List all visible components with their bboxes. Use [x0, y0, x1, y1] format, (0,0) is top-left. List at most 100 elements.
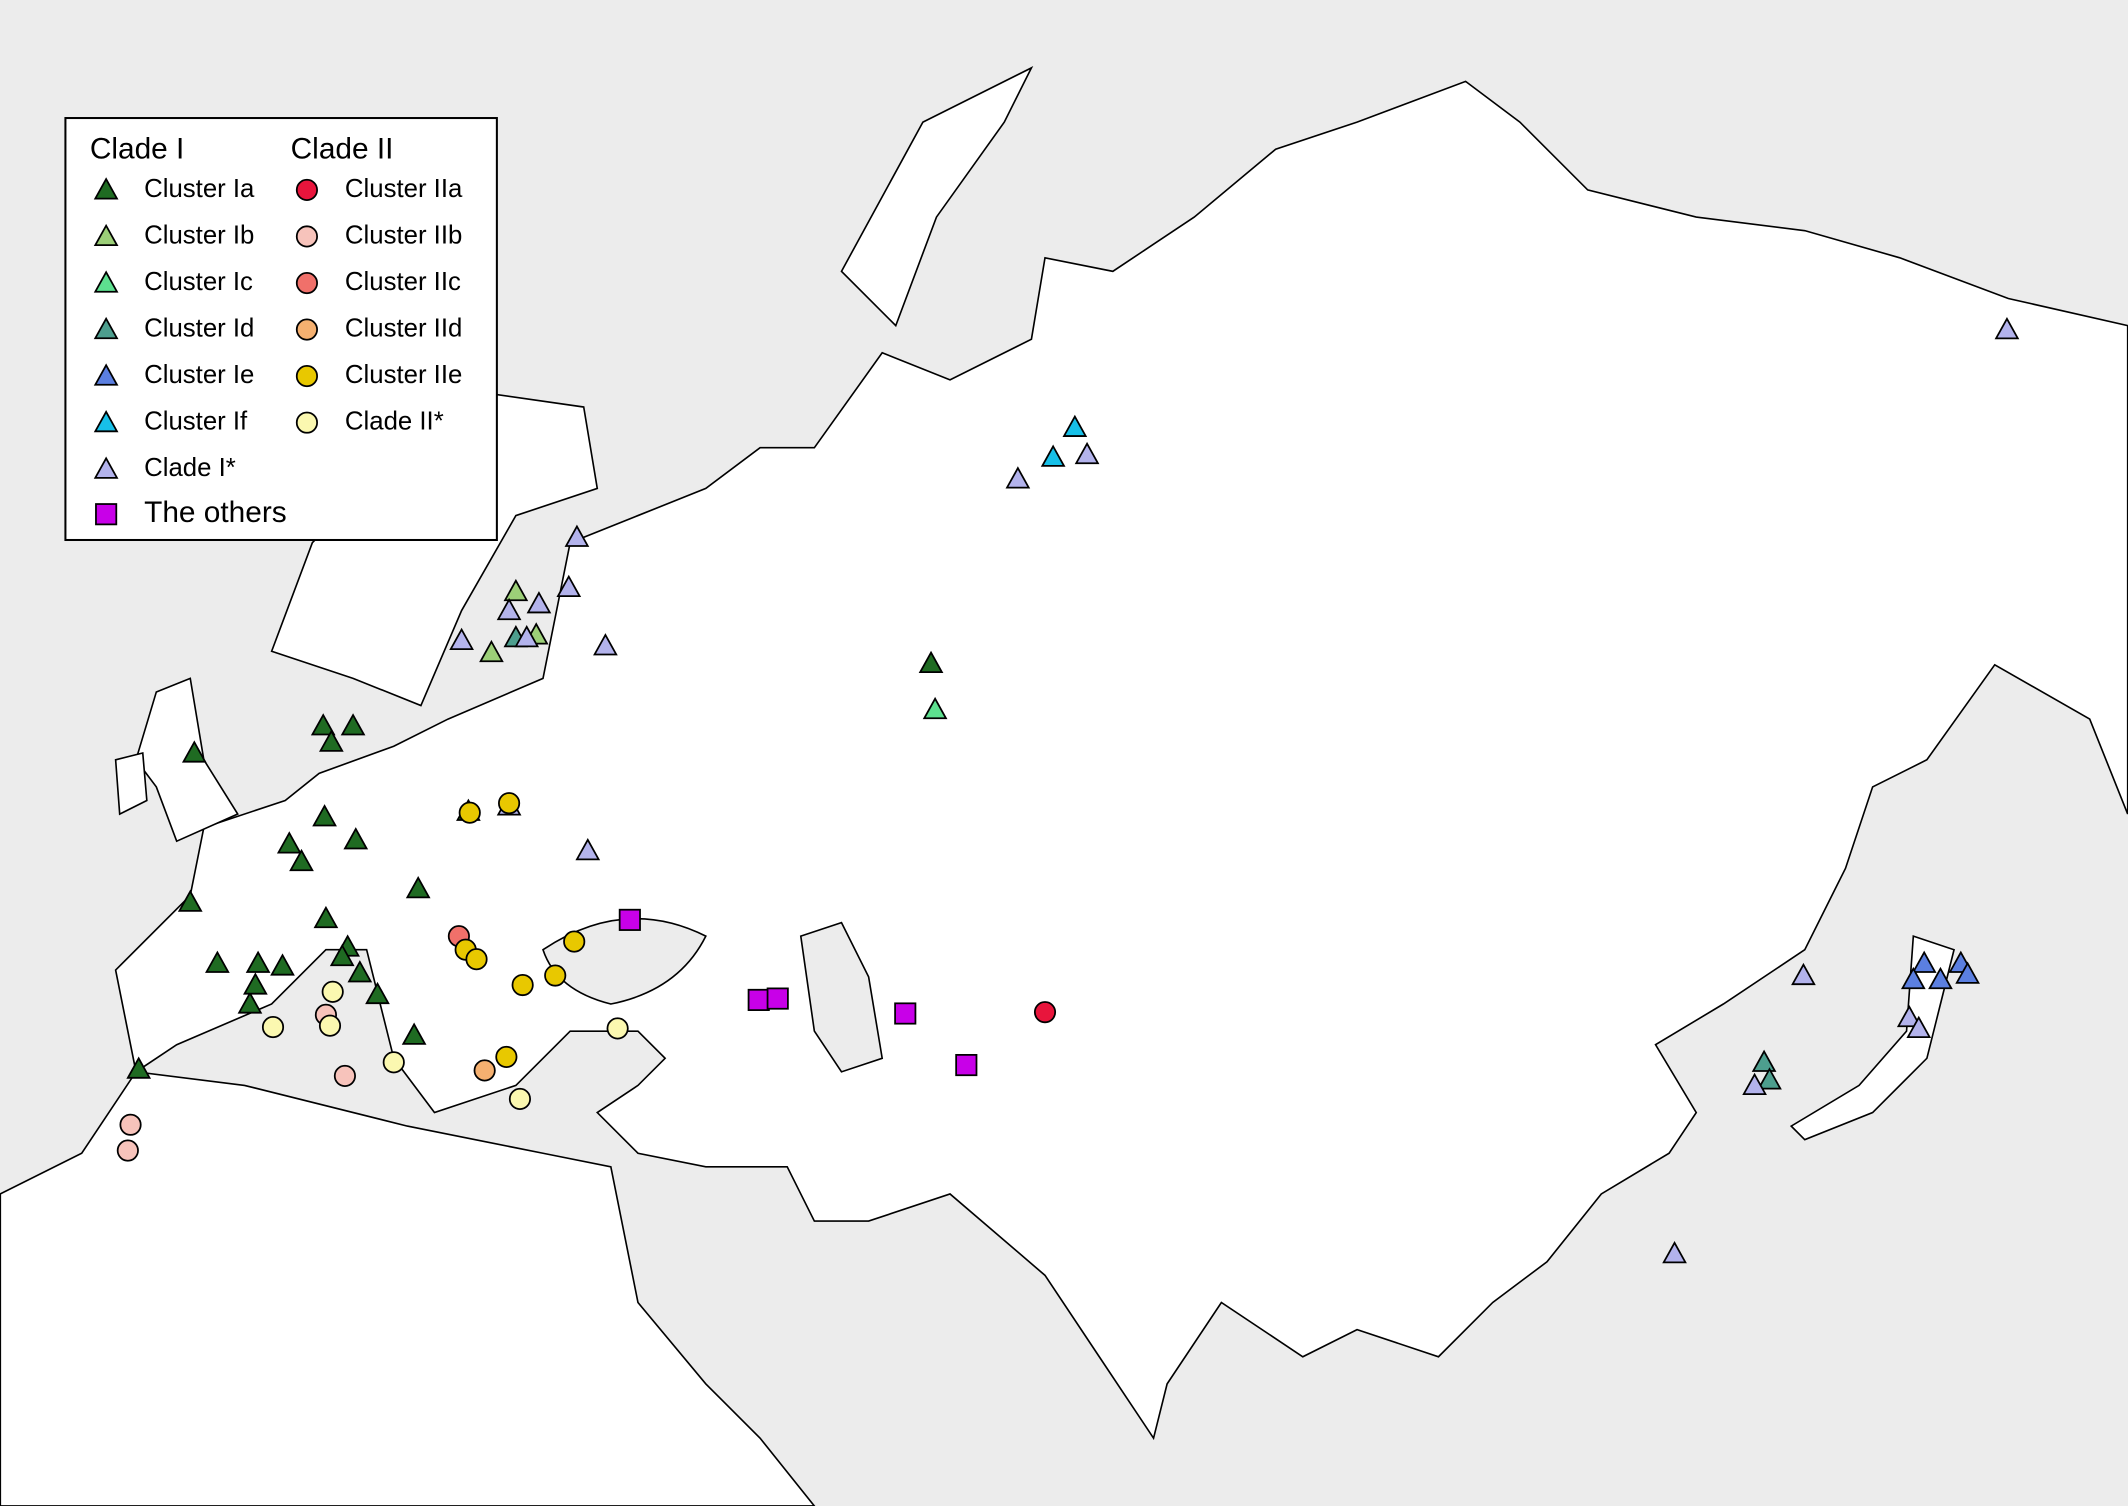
- triangle-marker: [564, 524, 590, 547]
- legend-title: Clade II: [291, 132, 394, 165]
- triangle-marker: [1005, 466, 1031, 489]
- circle-marker: [563, 930, 586, 953]
- triangle-marker: [1074, 441, 1100, 465]
- triangle-marker: [1757, 1067, 1782, 1090]
- circle-marker: [458, 801, 481, 824]
- legend-label: Cluster IIe: [345, 361, 462, 389]
- circle-marker: [318, 1014, 342, 1037]
- triangle-marker: [1062, 414, 1088, 437]
- circle-marker: [321, 980, 344, 1003]
- triangle-marker: [922, 696, 948, 720]
- legend-label: The others: [144, 496, 287, 529]
- circle-marker: [116, 1139, 139, 1162]
- legend: Clade I Clade II Cluster Ia Cluster Ib Clust…: [64, 117, 498, 542]
- triangle-marker: [593, 633, 618, 656]
- ireland: [114, 751, 148, 816]
- triangle-marker: [181, 740, 207, 763]
- eurasia: [114, 80, 2128, 1441]
- legend-label: Cluster If: [144, 407, 248, 435]
- triangle-marker: [340, 713, 366, 736]
- triangle-marker: [289, 848, 314, 872]
- legend-label: Clade I*: [144, 454, 236, 482]
- triangle-marker: [365, 981, 390, 1005]
- triangle-marker: [312, 804, 337, 827]
- triangle-marker: [449, 627, 474, 650]
- triangle-marker: [1896, 1004, 1922, 1028]
- triangle-marker: [276, 831, 302, 854]
- circle-marker: [1033, 1001, 1057, 1024]
- triangle-marker: [1900, 966, 1926, 990]
- square-marker: [95, 503, 118, 526]
- triangle-marker: [1791, 962, 1816, 986]
- triangle-marker: [205, 950, 230, 973]
- triangle-marker: [177, 889, 203, 912]
- square-marker: [894, 1002, 917, 1025]
- circle-marker: [544, 964, 567, 987]
- novaya-zemlya: [840, 66, 1034, 328]
- triangle-marker: [496, 597, 522, 621]
- triangle-marker: [526, 591, 552, 614]
- triangle-marker: [93, 409, 119, 433]
- triangle-marker: [93, 270, 119, 293]
- circle-marker: [295, 411, 318, 434]
- circle-marker: [295, 318, 318, 341]
- circle-marker: [465, 948, 488, 971]
- triangle-marker: [1040, 444, 1066, 467]
- circle-marker: [473, 1059, 496, 1082]
- circle-marker: [119, 1113, 142, 1136]
- triangle-marker: [343, 827, 369, 850]
- legend-title: Clade I: [90, 132, 185, 165]
- triangle-marker: [93, 177, 119, 200]
- legend-label: Cluster Ia: [144, 175, 255, 203]
- triangle-marker: [93, 316, 119, 340]
- triangle-marker: [1662, 1240, 1687, 1264]
- circle-marker: [261, 1016, 285, 1039]
- legend-label: Cluster IIb: [345, 221, 462, 249]
- triangle-marker: [1906, 1015, 1932, 1038]
- triangle-marker: [243, 972, 268, 995]
- legend-box: [64, 117, 498, 542]
- circle-marker: [498, 792, 521, 815]
- landmasses: [0, 66, 2128, 1506]
- circle-marker: [295, 178, 318, 202]
- triangle-marker: [310, 713, 336, 736]
- legend-label: Clade II*: [345, 407, 444, 435]
- triangle-marker: [329, 943, 355, 967]
- triangle-marker: [270, 953, 295, 976]
- triangle-marker: [479, 639, 504, 663]
- legend-label: Cluster IIa: [345, 175, 463, 203]
- triangle-marker: [1911, 950, 1937, 973]
- square-marker: [747, 988, 770, 1011]
- triangle-marker: [1751, 1049, 1777, 1072]
- triangle-marker: [237, 991, 263, 1014]
- triangle-marker: [93, 363, 119, 386]
- triangle-marker: [918, 650, 944, 674]
- circle-marker: [295, 271, 318, 295]
- triangle-marker: [1955, 961, 1980, 984]
- triangle-marker: [93, 456, 119, 479]
- triangle-marker: [556, 574, 582, 598]
- sites: [116, 317, 2020, 1264]
- triangle-marker: [401, 1022, 427, 1045]
- triangle-marker: [245, 950, 271, 973]
- circle-marker: [495, 1045, 518, 1068]
- triangle-marker: [1994, 317, 2020, 340]
- triangle-marker: [1742, 1072, 1767, 1095]
- triangle-marker: [318, 729, 344, 752]
- triangle-marker: [347, 960, 373, 983]
- legend-label: Cluster IIc: [345, 268, 461, 296]
- square-marker: [955, 1053, 978, 1077]
- triangle-marker: [405, 876, 431, 899]
- circle-marker: [606, 1017, 629, 1040]
- circle-marker: [295, 225, 318, 248]
- circle-marker: [295, 365, 318, 388]
- legend-label: Cluster Ie: [144, 361, 254, 389]
- circle-marker: [382, 1051, 405, 1074]
- triangle-marker: [126, 1056, 152, 1079]
- square-marker: [618, 908, 641, 931]
- triangle-marker: [575, 838, 601, 861]
- legend-label: Cluster Ic: [144, 268, 253, 296]
- legend-label: Cluster Ib: [144, 221, 254, 249]
